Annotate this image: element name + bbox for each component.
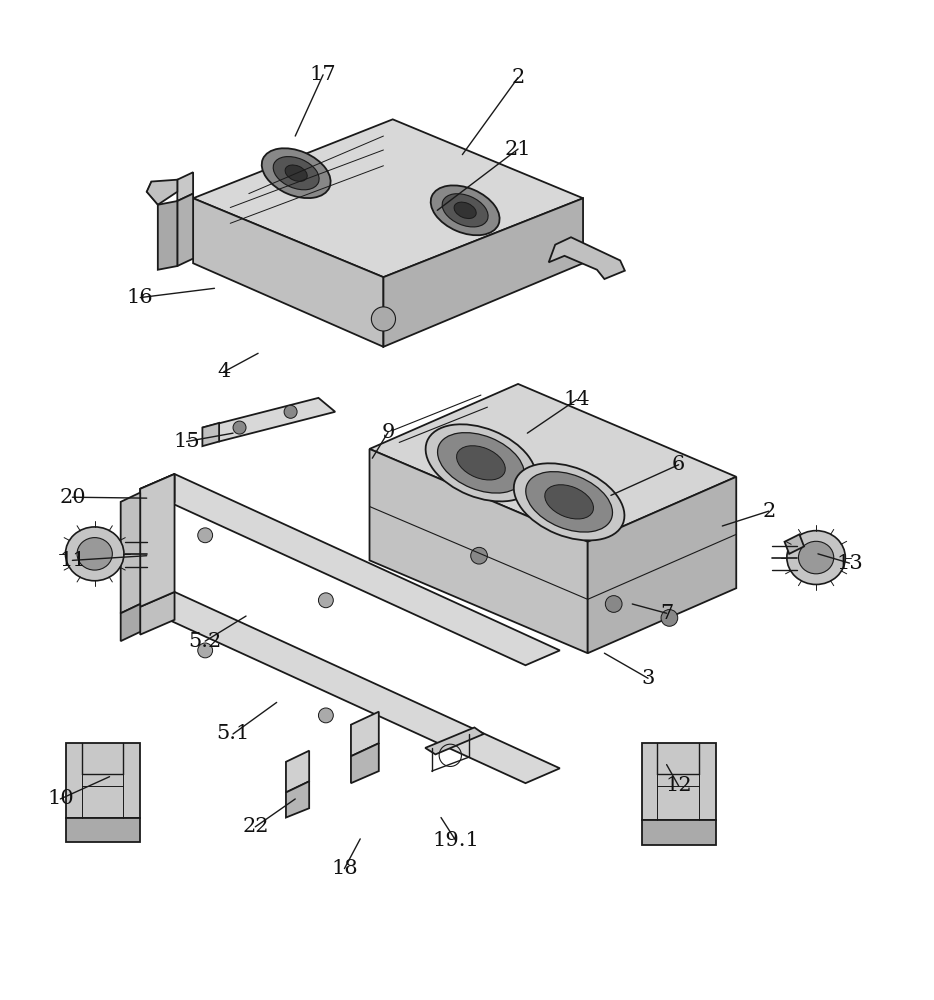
Polygon shape	[785, 534, 804, 554]
Text: 17: 17	[310, 65, 336, 84]
Circle shape	[471, 547, 488, 564]
Text: 7: 7	[660, 604, 673, 623]
Polygon shape	[203, 423, 219, 446]
Polygon shape	[140, 592, 559, 783]
Polygon shape	[147, 180, 177, 205]
Circle shape	[233, 421, 246, 434]
Text: 5.2: 5.2	[189, 632, 221, 651]
Text: 10: 10	[47, 789, 74, 808]
Ellipse shape	[442, 194, 488, 227]
Text: 3: 3	[642, 669, 655, 688]
Text: 22: 22	[242, 817, 269, 836]
Polygon shape	[203, 398, 335, 442]
Text: 9: 9	[381, 423, 395, 442]
Ellipse shape	[285, 165, 307, 181]
Polygon shape	[66, 818, 140, 842]
Polygon shape	[140, 474, 559, 665]
Polygon shape	[193, 198, 384, 347]
Circle shape	[198, 528, 213, 543]
Circle shape	[318, 593, 333, 608]
Text: 4: 4	[217, 362, 231, 381]
Polygon shape	[587, 477, 736, 653]
Polygon shape	[120, 493, 140, 613]
Ellipse shape	[431, 185, 500, 235]
Polygon shape	[140, 474, 175, 607]
Text: 11: 11	[59, 551, 86, 570]
Polygon shape	[286, 781, 309, 818]
Ellipse shape	[545, 485, 593, 519]
Polygon shape	[158, 201, 177, 270]
Ellipse shape	[65, 527, 124, 581]
Ellipse shape	[274, 157, 319, 190]
Ellipse shape	[426, 424, 536, 501]
Polygon shape	[425, 727, 484, 754]
Text: 18: 18	[332, 859, 358, 878]
Polygon shape	[177, 172, 193, 201]
Polygon shape	[351, 743, 379, 783]
Text: 14: 14	[563, 390, 590, 409]
Polygon shape	[370, 449, 587, 653]
Polygon shape	[193, 119, 583, 277]
Polygon shape	[140, 592, 175, 635]
Ellipse shape	[457, 446, 505, 480]
Ellipse shape	[514, 463, 625, 540]
Circle shape	[198, 643, 213, 658]
Text: 2: 2	[512, 68, 525, 87]
Text: 6: 6	[672, 455, 686, 474]
Polygon shape	[642, 743, 715, 820]
Text: 21: 21	[504, 140, 531, 159]
Ellipse shape	[786, 531, 845, 584]
Polygon shape	[66, 743, 140, 818]
Ellipse shape	[526, 472, 613, 532]
Polygon shape	[384, 198, 583, 347]
Text: 2: 2	[762, 502, 775, 521]
Ellipse shape	[799, 541, 834, 574]
Ellipse shape	[262, 148, 331, 198]
Ellipse shape	[437, 433, 524, 493]
Circle shape	[284, 405, 297, 418]
Polygon shape	[140, 474, 175, 517]
Text: 20: 20	[59, 488, 86, 507]
Polygon shape	[370, 384, 736, 542]
Text: 16: 16	[127, 288, 153, 307]
Text: 19.1: 19.1	[432, 831, 479, 850]
Ellipse shape	[454, 202, 476, 219]
Circle shape	[372, 307, 395, 331]
Text: 12: 12	[665, 776, 692, 795]
Polygon shape	[351, 712, 379, 756]
Text: 5.1: 5.1	[217, 724, 249, 743]
Circle shape	[318, 708, 333, 723]
Circle shape	[605, 596, 622, 612]
Polygon shape	[120, 604, 140, 641]
Text: 15: 15	[174, 432, 200, 451]
Polygon shape	[286, 751, 309, 792]
Circle shape	[661, 610, 678, 626]
Polygon shape	[548, 237, 625, 279]
Polygon shape	[177, 194, 193, 266]
Text: 13: 13	[836, 554, 863, 573]
Ellipse shape	[77, 538, 112, 570]
Polygon shape	[642, 820, 715, 845]
